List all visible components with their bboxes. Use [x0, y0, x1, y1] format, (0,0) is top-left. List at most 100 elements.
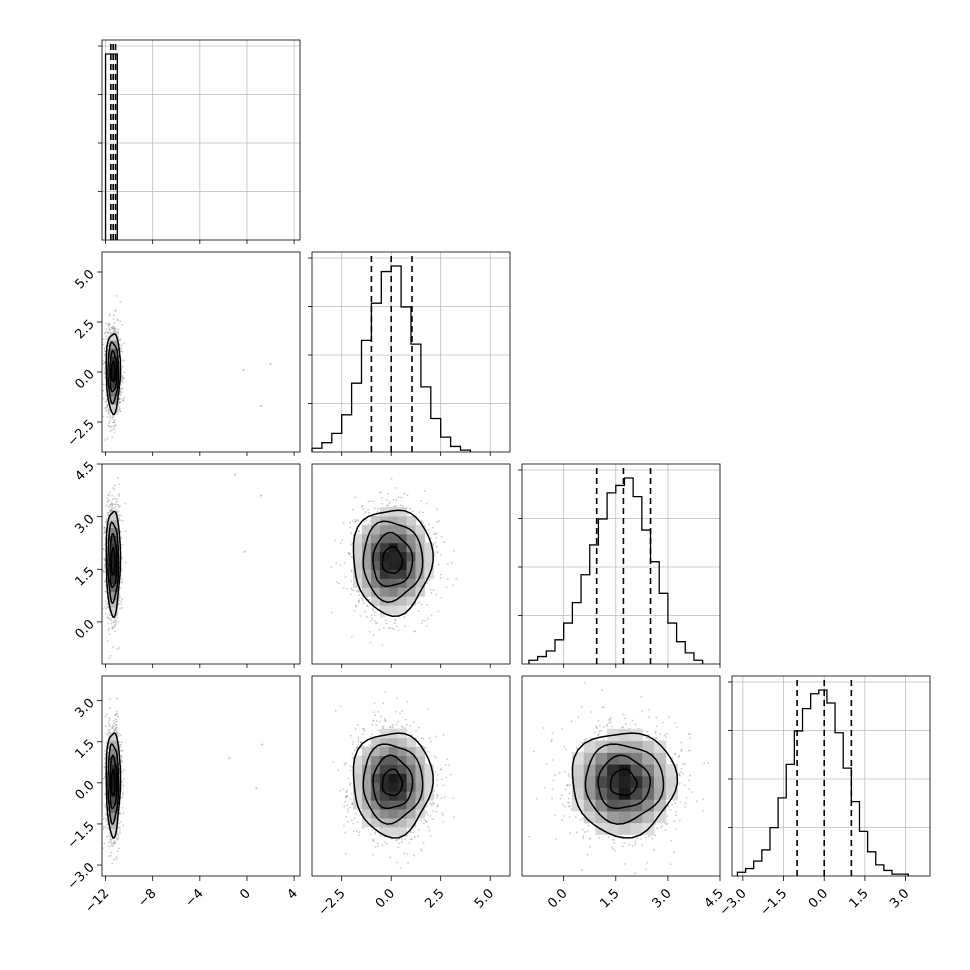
scatter-point [654, 834, 656, 837]
scatter-point [433, 755, 436, 758]
scatter-point [122, 792, 124, 795]
xtick-label-1-0: −2.5 [316, 886, 349, 919]
scatter-point [554, 814, 556, 817]
scatter-point [342, 522, 345, 525]
scatter-point [429, 802, 432, 805]
density-cell [397, 773, 408, 783]
scatter-point [112, 487, 114, 489]
scatter-point [446, 563, 449, 565]
density-cell [388, 755, 399, 765]
scatter-point [596, 727, 599, 729]
density-cell [397, 737, 408, 748]
scatter-point [394, 622, 396, 624]
scatter-point [673, 799, 676, 802]
scatter-point [350, 792, 353, 795]
scatter-point [118, 732, 121, 735]
scatter-point [100, 338, 102, 340]
density-cell [379, 737, 390, 748]
scatter-point [433, 552, 436, 555]
scatter-point [580, 705, 583, 708]
density-cell [397, 755, 408, 765]
scatter-point [110, 619, 112, 622]
density-cell [388, 524, 399, 535]
density-cell [397, 507, 408, 517]
scatter-point [108, 328, 111, 331]
scatter-point [451, 561, 453, 564]
scatter-point [445, 776, 448, 779]
density-cell [361, 755, 372, 765]
scatter-point [350, 543, 352, 546]
scatter-point [381, 502, 384, 505]
scatter-point [558, 772, 561, 774]
scatter-point [684, 763, 686, 765]
scatter-point [113, 418, 116, 421]
density-cell [109, 388, 119, 397]
scatter-point [347, 821, 350, 823]
scatter-point [109, 430, 112, 433]
scatter-point [119, 394, 122, 397]
scatter-point [436, 773, 439, 776]
scatter-point [351, 589, 353, 591]
density-cell [653, 810, 667, 824]
scatter-point [429, 814, 432, 817]
xtick-label-0-1: −8 [135, 886, 159, 910]
scatter-point [406, 853, 409, 856]
scatter-point [334, 709, 337, 712]
scatter-point [601, 706, 604, 709]
scatter-point [437, 610, 440, 613]
scatter-point [123, 396, 126, 399]
density-cell [424, 764, 434, 774]
scatter-point [448, 764, 451, 767]
scatter-point [108, 314, 111, 317]
histogram-3-frame [731, 675, 931, 877]
scatter-point [366, 605, 369, 608]
scatter-point [352, 822, 355, 825]
scatter-point [121, 381, 124, 384]
scatter-point [110, 841, 113, 844]
scatter-point [651, 837, 654, 840]
scatter-point [647, 716, 650, 718]
scatter-point [350, 580, 353, 583]
scatter-point [400, 496, 403, 499]
scatter-point [597, 734, 599, 737]
scatter-point [117, 822, 120, 825]
scatter-point [569, 832, 572, 835]
scatter-point [115, 503, 117, 506]
scatter-point [655, 737, 657, 740]
density-cell [353, 569, 363, 579]
ytick-label-1-0: −2.5 [65, 417, 98, 450]
scatter-panel-1-3 [311, 675, 511, 877]
scatter-point [621, 845, 624, 848]
scatter-background-0-3 [102, 676, 300, 876]
scatter-point [106, 606, 109, 609]
density-cell [388, 533, 399, 544]
density-cell [353, 782, 363, 792]
scatter-point [703, 762, 706, 765]
scatter-point [119, 505, 122, 508]
scatter-point [106, 501, 109, 504]
contour-2-3-3 [571, 732, 679, 839]
scatter-point [428, 829, 431, 832]
scatter-point [675, 811, 678, 813]
density-cell [388, 782, 399, 792]
scatter-point [343, 764, 346, 767]
scatter-point [107, 721, 110, 724]
scatter-point [100, 581, 102, 583]
outlier-point-0 [242, 369, 245, 371]
scatter-point [118, 745, 121, 748]
scatter-point [440, 778, 443, 781]
scatter-point [663, 734, 666, 737]
scatter-point [106, 415, 109, 418]
scatter-point [611, 846, 614, 849]
scatter-point [570, 776, 573, 779]
density-cell [379, 569, 390, 579]
scatter-point [655, 716, 658, 719]
panels-layer [98, 39, 931, 877]
scatter-point [442, 820, 445, 823]
scatter-point [401, 505, 404, 508]
scatter-point [102, 343, 104, 346]
scatter-point [395, 504, 398, 507]
scatter-point [432, 803, 435, 806]
scatter-point [363, 602, 365, 605]
scatter-point [103, 566, 106, 569]
